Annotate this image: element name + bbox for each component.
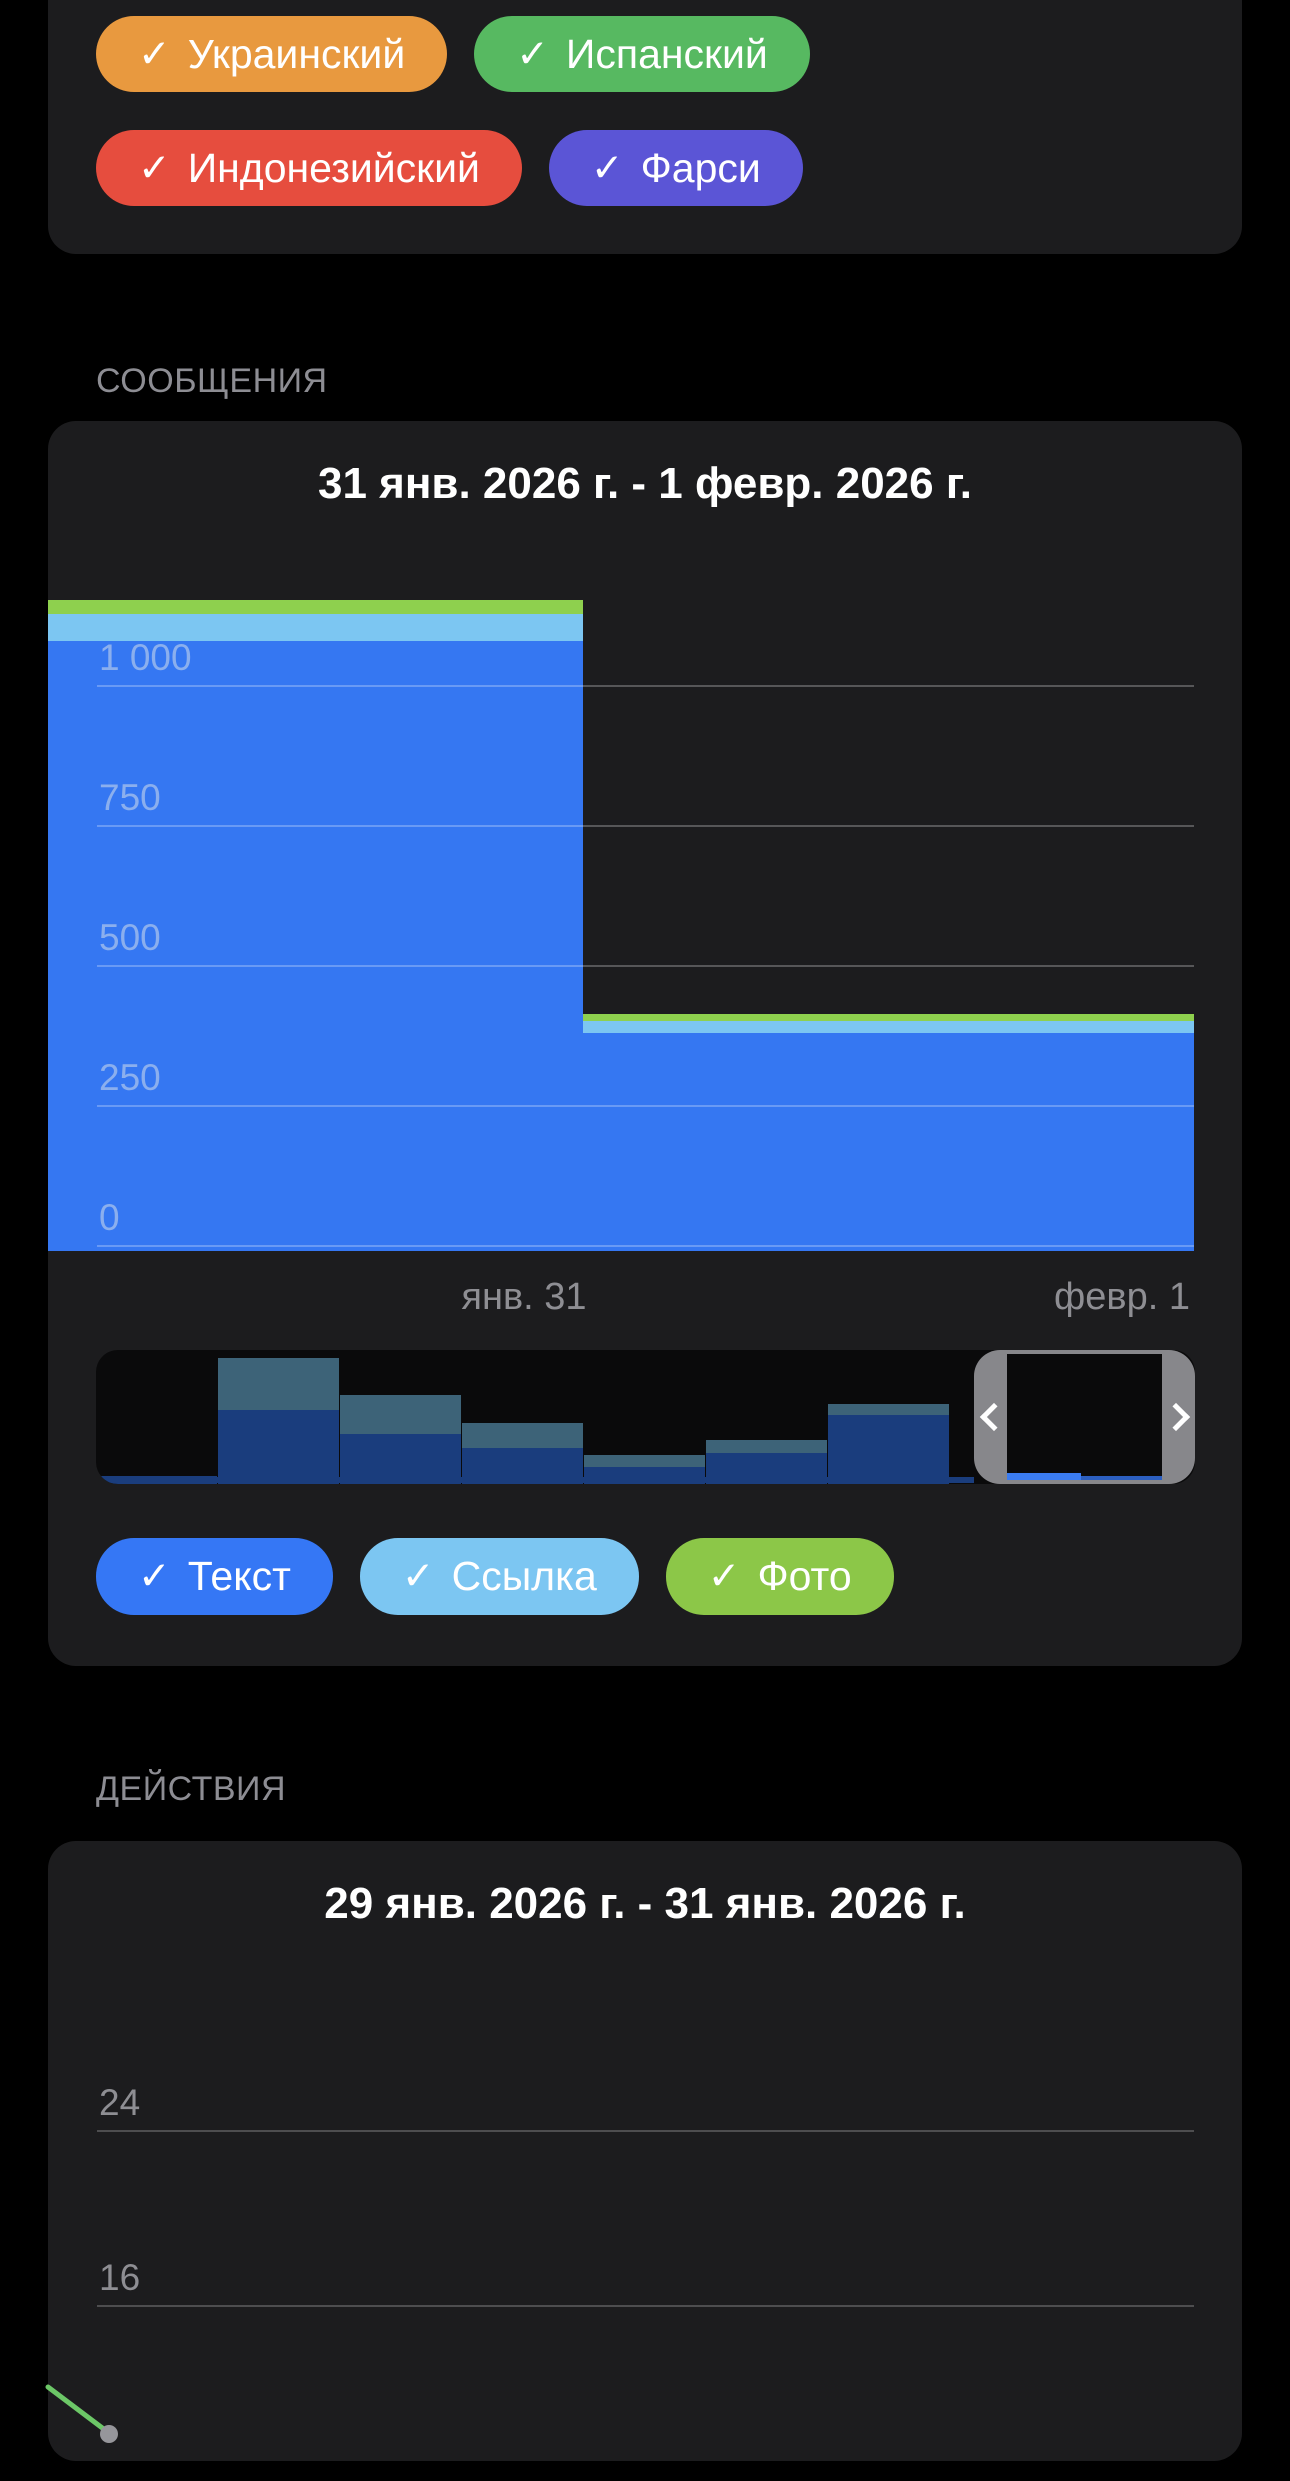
chart-range-selector[interactable] [96,1350,1195,1484]
messages-stacked-chart[interactable]: 0 250 500 750 1 000 [48,520,1242,1251]
range-selection-window[interactable] [974,1350,1195,1484]
message-type-filters: ✓ Текст ✓ Ссылка ✓ Фото [96,1538,894,1615]
checkmark-icon: ✓ [590,146,624,190]
chip-label: Фарси [640,144,761,191]
gridline: 16 [97,2257,1194,2307]
gridline: 0 [97,1197,1194,1247]
chip-spanish[interactable]: ✓ Испанский [474,16,810,92]
gridline: 500 [97,917,1194,967]
chip-label: Фото [757,1553,852,1599]
filter-chip-text[interactable]: ✓ Текст [96,1538,333,1615]
chip-label: Текст [187,1553,291,1599]
chip-farsi[interactable]: ✓ Фарси [548,130,803,206]
actions-section-header: ДЕЙСТВИЯ [96,1770,287,1808]
filter-chip-link[interactable]: ✓ Ссылка [359,1538,639,1615]
selected-preview-segment [1007,1473,1081,1480]
chevron-left-icon [979,1402,1008,1432]
chip-label: Украинский [187,30,406,77]
series-segment [583,1032,1194,1251]
stacked-column [583,1013,1194,1251]
x-axis-label: февр. 1 [1054,1276,1190,1318]
preview-bar [340,1395,461,1484]
series-segment [48,613,583,641]
y-tick-label: 16 [99,2257,141,2298]
actions-line-chart[interactable]: 24 16 [45,1961,1242,2461]
messages-x-axis: янв. 31 февр. 1 [48,1276,1242,1320]
gridline: 250 [97,1057,1194,1107]
language-filter-card: ✓ Украинский ✓ Испанский ✓ Индонезийский… [48,0,1242,254]
range-preview-baseline [96,1477,974,1483]
gridline: 1 000 [97,637,1194,687]
checkmark-icon: ✓ [138,32,171,76]
series-segment [48,599,583,614]
data-point-marker [100,2425,118,2443]
series-segment [583,1013,1194,1022]
y-tick-label: 1 000 [99,637,192,678]
chip-indonesian[interactable]: ✓ Индонезийский [96,130,522,206]
y-tick-label: 500 [99,917,161,958]
language-chip-row-2: ✓ Индонезийский ✓ Фарси [96,130,803,206]
series-segment [583,1021,1194,1033]
y-tick-label: 750 [99,777,161,818]
checkmark-icon: ✓ [707,1555,741,1598]
filter-chip-photo[interactable]: ✓ Фото [665,1538,894,1615]
actions-line-series [45,2384,118,2443]
checkmark-icon: ✓ [138,146,171,190]
y-tick-label: 0 [99,1197,120,1238]
messages-card: 31 янв. 2026 г. - 1 февр. 2026 г. 0 250 50… [48,421,1242,1666]
preview-bar [828,1404,949,1484]
checkmark-icon: ✓ [516,32,549,76]
checkmark-icon: ✓ [401,1555,435,1598]
gridline: 750 [97,777,1194,827]
range-selection-inner[interactable] [1007,1350,1162,1484]
series-segment [48,640,583,1251]
actions-date-range: 29 янв. 2026 г. - 31 янв. 2026 г. [324,1879,966,1928]
checkmark-icon: ✓ [138,1555,171,1598]
gridline: 24 [97,2082,1194,2132]
messages-section-header: СООБЩЕНИЯ [96,362,328,400]
stacked-column [48,599,583,1251]
chevron-right-icon [1161,1402,1190,1432]
messages-date-range: 31 янв. 2026 г. - 1 февр. 2026 г. [318,459,972,508]
x-axis-label: янв. 31 [461,1276,587,1318]
chip-label: Ссылка [451,1553,597,1599]
range-handle-left[interactable] [974,1350,1008,1484]
language-chip-row-1: ✓ Украинский ✓ Испанский [96,16,810,92]
chip-label: Испанский [565,30,768,77]
y-tick-label: 24 [99,2082,141,2123]
y-tick-label: 250 [99,1057,161,1098]
preview-bar [218,1358,339,1484]
preview-bar [462,1423,583,1484]
selected-preview-segment-dim [1081,1476,1162,1480]
range-handle-right[interactable] [1161,1350,1195,1484]
actions-card: 29 янв. 2026 г. - 31 янв. 2026 г. 24 16 [45,1841,1242,2461]
chip-ukrainian[interactable]: ✓ Украинский [96,16,448,92]
chip-label: Индонезийский [187,144,480,191]
